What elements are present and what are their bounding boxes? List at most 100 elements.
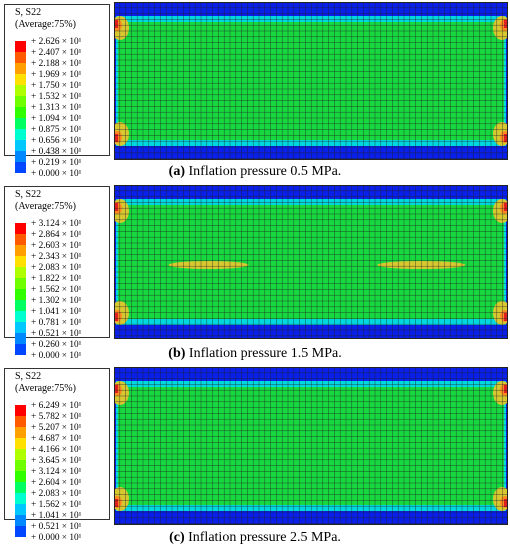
legend-swatch: [15, 344, 26, 355]
legend-swatch: [15, 471, 26, 482]
legend-swatch: [15, 278, 26, 289]
legend-swatch: [15, 333, 26, 344]
legend-swatch: [15, 427, 26, 438]
legend-swatch: [15, 526, 26, 537]
legend-value: + 0.219 × 10¹: [31, 158, 82, 168]
panel-a: S, S22 (Average:75%) + 2.626 × 10¹ + 2.40…: [0, 0, 510, 190]
legend-swatch: [15, 267, 26, 278]
legend-swatch: [15, 289, 26, 300]
legend-swatch: [15, 438, 26, 449]
legend-swatch: [15, 504, 26, 515]
legend-subtitle: (Average:75%): [15, 201, 76, 212]
legend-value: + 2.864 × 10¹: [31, 230, 82, 240]
legend-swatch: [15, 460, 26, 471]
legend-value: + 0.000 × 10¹: [31, 351, 82, 361]
legend-swatch: [15, 129, 26, 140]
legend-swatch: [15, 482, 26, 493]
legend-value: + 2.083 × 10¹: [31, 489, 82, 499]
hotspot-peak: [114, 499, 118, 507]
caption-text: Inflation pressure 0.5 MPa.: [185, 164, 342, 179]
legend-swatch: [15, 234, 26, 245]
legend-value: + 1.562 × 10¹: [31, 500, 82, 510]
legend-value: + 3.124 × 10¹: [31, 219, 82, 229]
caption-text: Inflation pressure 1.5 MPa.: [185, 346, 342, 361]
hotspot-peak: [114, 134, 118, 142]
legend-value: + 2.603 × 10¹: [31, 241, 82, 251]
panel-b: S, S22 (Average:75%) + 3.124 × 10¹ + 2.86…: [0, 183, 510, 368]
legend-value: + 2.343 × 10¹: [31, 252, 82, 262]
legend-swatch: [15, 449, 26, 460]
legend-value: + 6.249 × 10¹: [31, 401, 82, 411]
legend-value: + 1.969 × 10¹: [31, 70, 82, 80]
stress-contour-mesh-c: [114, 367, 508, 525]
legend-swatch: [15, 416, 26, 427]
legend-value: + 1.041 × 10¹: [31, 307, 82, 317]
legend-swatch: [15, 405, 26, 416]
legend-value: + 0.000 × 10¹: [31, 533, 82, 543]
caption-text: Inflation pressure 2.5 MPa.: [184, 530, 341, 545]
legend-value: + 2.083 × 10¹: [31, 263, 82, 273]
caption-label: (a): [168, 164, 185, 179]
hotspot-peak: [114, 313, 118, 321]
legend-value: + 0.521 × 10¹: [31, 522, 82, 532]
legend-value: + 0.521 × 10¹: [31, 329, 82, 339]
hotspot-peak: [114, 385, 118, 393]
legend-value: + 0.656 × 10¹: [31, 136, 82, 146]
legend-b: S, S22 (Average:75%) + 3.124 × 10¹ + 2.86…: [4, 186, 110, 361]
legend-swatch: [15, 322, 26, 333]
legend-swatch: [15, 245, 26, 256]
legend-swatch: [15, 140, 26, 151]
legend-value: + 1.313 × 10¹: [31, 103, 82, 113]
legend-value: + 1.041 × 10¹: [31, 511, 82, 521]
hotspot-peak: [504, 134, 508, 142]
legend-value: + 1.562 × 10¹: [31, 285, 82, 295]
legend-swatch: [15, 493, 26, 504]
hotspot-peak: [504, 499, 508, 507]
caption-label: (b): [168, 346, 186, 361]
legend-value: + 0.781 × 10¹: [31, 318, 82, 328]
legend-value: + 1.750 × 10¹: [31, 81, 82, 91]
legend-title: S, S22: [15, 7, 42, 18]
legend-value: + 1.532 × 10¹: [31, 92, 82, 102]
legend-subtitle: (Average:75%): [15, 19, 76, 30]
legend-swatch: [15, 74, 26, 85]
caption-label: (c): [169, 530, 185, 545]
mesh-border: [114, 367, 508, 525]
legend-swatch: [15, 96, 26, 107]
legend-value: + 0.438 × 10¹: [31, 147, 82, 157]
panel-c: S, S22 (Average:75%) + 6.249 × 10¹ + 5.78…: [0, 365, 510, 550]
legend-value: + 1.302 × 10¹: [31, 296, 82, 306]
hotspot-peak: [504, 20, 508, 28]
legend-value: + 2.604 × 10¹: [31, 478, 82, 488]
legend-subtitle: (Average:75%): [15, 383, 76, 394]
legend-swatch: [15, 256, 26, 267]
hotspot-peak: [114, 20, 118, 28]
stress-contour-mesh-a: [114, 2, 508, 160]
hotspot-peak: [504, 385, 508, 393]
stress-band: [168, 261, 249, 269]
element-grid: [114, 367, 508, 525]
legend-swatch: [15, 151, 26, 162]
mesh-border: [114, 2, 508, 160]
legend-value: + 4.166 × 10¹: [31, 445, 82, 455]
legend-value: + 2.407 × 10¹: [31, 48, 82, 58]
legend-title: S, S22: [15, 189, 42, 200]
legend-value: + 5.782 × 10¹: [31, 412, 82, 422]
stress-contour-mesh-b: [114, 185, 508, 339]
legend-value: + 1.094 × 10¹: [31, 114, 82, 124]
legend-swatch: [15, 515, 26, 526]
legend-swatch: [15, 311, 26, 322]
legend-value: + 0.260 × 10¹: [31, 340, 82, 350]
legend-swatch: [15, 41, 26, 52]
caption-a: (a) Inflation pressure 0.5 MPa.: [0, 164, 510, 180]
legend-value: + 0.000 × 10¹: [31, 169, 82, 179]
hotspot-peak: [504, 203, 508, 211]
legend-swatch: [15, 300, 26, 311]
legend-c: S, S22 (Average:75%) + 6.249 × 10¹ + 5.78…: [4, 368, 110, 543]
legend-value: + 2.188 × 10¹: [31, 59, 82, 69]
legend-swatch: [15, 63, 26, 74]
legend-title: S, S22: [15, 371, 42, 382]
caption-b: (b) Inflation pressure 1.5 MPa.: [0, 346, 510, 362]
legend-value: + 2.626 × 10¹: [31, 37, 82, 47]
legend-value: + 0.875 × 10¹: [31, 125, 82, 135]
